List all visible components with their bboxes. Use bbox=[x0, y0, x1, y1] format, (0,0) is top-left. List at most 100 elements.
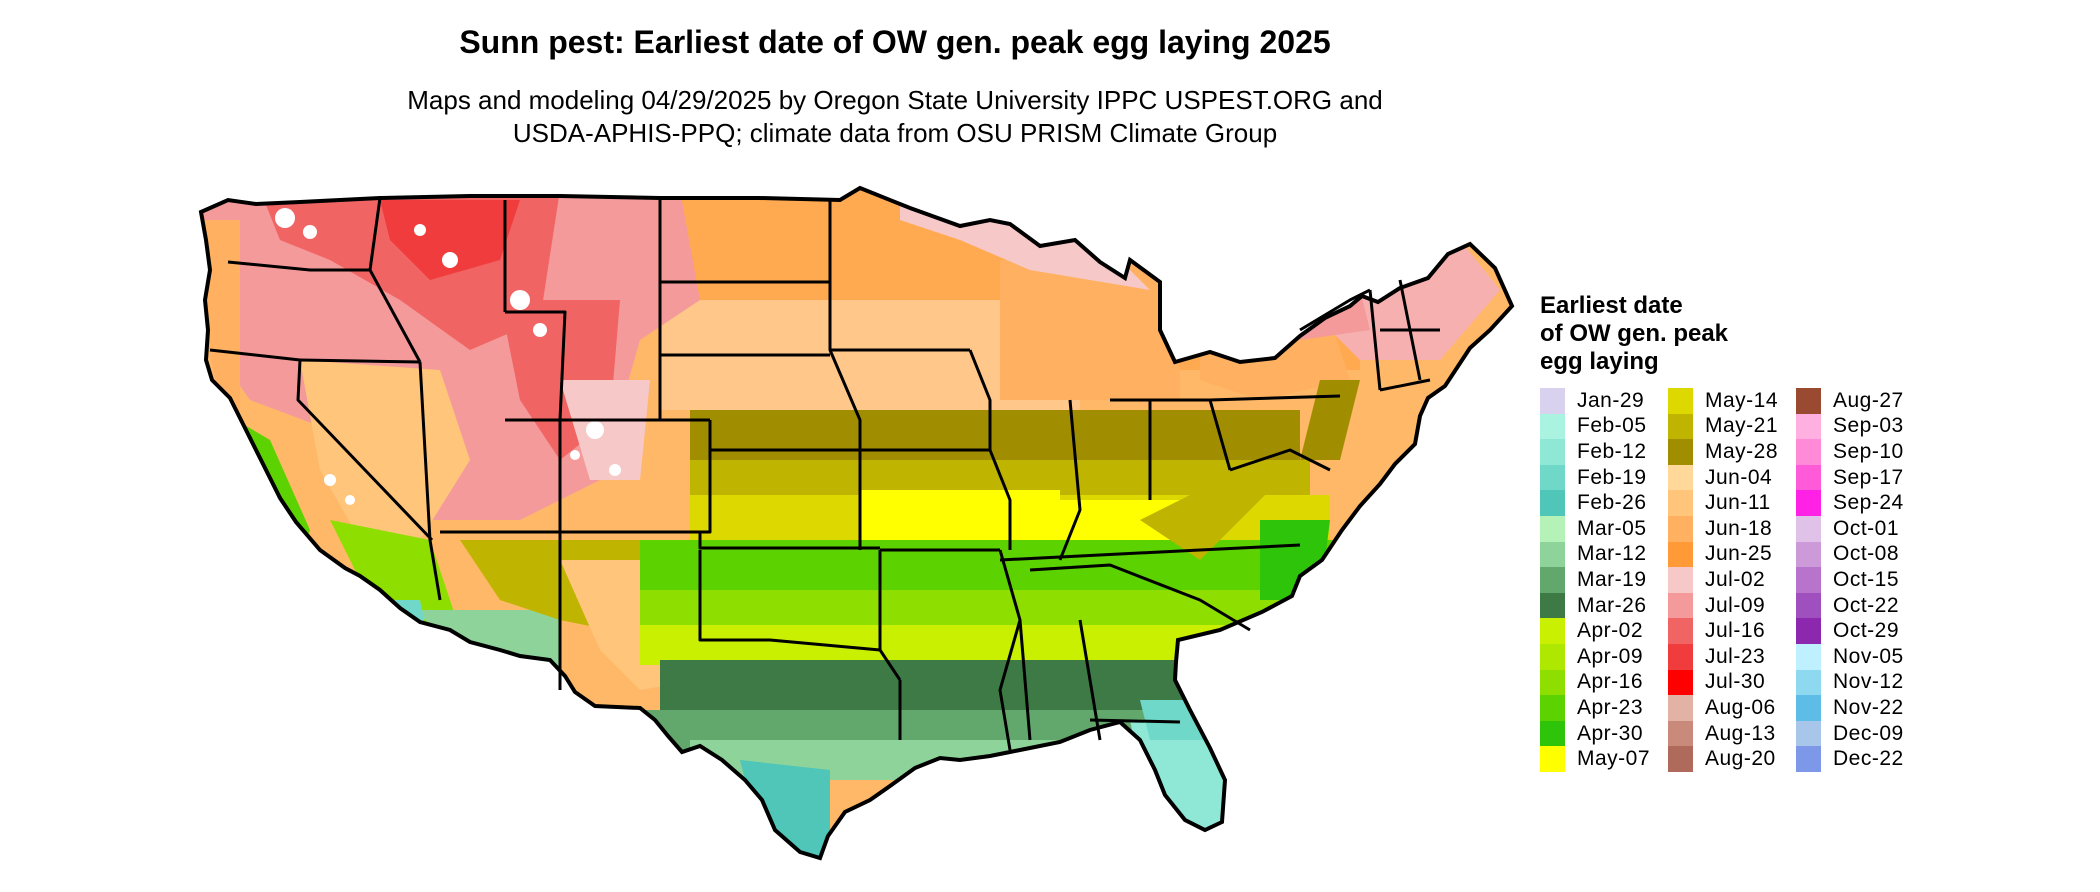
legend-label: Nov-05 bbox=[1833, 644, 1904, 668]
legend-swatch bbox=[1796, 541, 1821, 568]
legend-item: Jun-18 bbox=[1668, 516, 1772, 542]
legend-swatch bbox=[1796, 464, 1821, 491]
legend-swatch bbox=[1668, 746, 1693, 772]
legend-label: Oct-22 bbox=[1833, 593, 1900, 617]
legend-swatch bbox=[1796, 439, 1821, 465]
legend-item: Nov-05 bbox=[1796, 644, 1904, 670]
legend-item: Jul-16 bbox=[1668, 618, 1765, 644]
legend-item: Oct-01 bbox=[1796, 516, 1899, 542]
legend-label: Dec-22 bbox=[1833, 747, 1904, 771]
legend-item: May-14 bbox=[1668, 388, 1778, 414]
legend-label: Nov-12 bbox=[1833, 670, 1904, 694]
legend-label: Jun-18 bbox=[1705, 516, 1773, 540]
legend-swatch bbox=[1668, 516, 1693, 542]
legend-item: Apr-16 bbox=[1540, 669, 1644, 696]
legend-item: Oct-22 bbox=[1796, 592, 1900, 619]
legend-swatch bbox=[1796, 592, 1821, 619]
legend-label: Jan-29 bbox=[1577, 388, 1645, 412]
legend-swatch bbox=[1796, 567, 1821, 593]
legend-item: Oct-08 bbox=[1796, 541, 1900, 568]
legend-item: Feb-19 bbox=[1540, 464, 1647, 491]
legend-swatch bbox=[1796, 618, 1821, 644]
legend-item: Jun-25 bbox=[1668, 541, 1773, 568]
legend-swatch bbox=[1668, 439, 1693, 465]
legend-item: Dec-09 bbox=[1796, 720, 1904, 747]
legend-item: Dec-22 bbox=[1796, 746, 1904, 772]
legend-label: Aug-13 bbox=[1705, 721, 1776, 745]
legend-swatch bbox=[1668, 541, 1693, 568]
legend-item: May-07 bbox=[1540, 746, 1650, 772]
legend-title-line-2: of OW gen. peak bbox=[1540, 320, 1729, 347]
legend-label: Nov-22 bbox=[1833, 695, 1904, 719]
map-fill bbox=[201, 188, 1512, 858]
legend-label: Mar-12 bbox=[1577, 542, 1647, 566]
legend-swatch bbox=[1540, 490, 1565, 516]
legend-item: Apr-09 bbox=[1540, 644, 1643, 670]
legend-label: Oct-29 bbox=[1833, 619, 1900, 643]
legend-item: Jan-29 bbox=[1540, 388, 1644, 414]
legend-item: Feb-26 bbox=[1540, 490, 1647, 516]
legend-label: Sep-10 bbox=[1833, 439, 1904, 463]
legend-swatch bbox=[1540, 439, 1565, 465]
legend-swatch bbox=[1796, 669, 1821, 696]
legend-swatch bbox=[1540, 644, 1565, 670]
legend-item: Mar-26 bbox=[1540, 592, 1647, 619]
legend-item: Mar-19 bbox=[1540, 567, 1647, 593]
legend-item: Sep-24 bbox=[1796, 490, 1904, 516]
legend-swatch bbox=[1668, 720, 1693, 747]
legend-label: Jul-02 bbox=[1705, 567, 1766, 591]
legend-item: Sep-10 bbox=[1796, 439, 1904, 465]
legend-item: May-28 bbox=[1668, 439, 1778, 465]
legend-swatch bbox=[1540, 388, 1565, 414]
legend-item: Feb-05 bbox=[1540, 413, 1647, 440]
legend-swatch bbox=[1796, 490, 1821, 516]
legend-item: Aug-20 bbox=[1668, 746, 1776, 772]
us-map bbox=[190, 180, 1520, 890]
legend-item: Nov-12 bbox=[1796, 669, 1904, 696]
legend-item: May-21 bbox=[1668, 413, 1779, 440]
subtitle-line-1: Maps and modeling 04/29/2025 by Oregon S… bbox=[407, 85, 1383, 115]
legend-swatch bbox=[1668, 618, 1693, 644]
legend-swatch bbox=[1540, 567, 1565, 593]
legend-swatch bbox=[1668, 490, 1693, 516]
legend-label: May-14 bbox=[1705, 388, 1779, 412]
map-subtitle: Maps and modeling 04/29/2025 by Oregon S… bbox=[0, 84, 1790, 150]
legend-label: Oct-08 bbox=[1833, 542, 1900, 566]
legend-label: Aug-27 bbox=[1833, 388, 1904, 412]
legend-item: Jul-09 bbox=[1668, 592, 1765, 619]
legend-item: Jun-04 bbox=[1668, 464, 1773, 491]
legend-label: Oct-15 bbox=[1833, 567, 1900, 591]
map-legend: Earliest date of OW gen. peak egg laying… bbox=[1540, 292, 2080, 792]
legend-swatch bbox=[1668, 388, 1693, 414]
legend-label: Mar-05 bbox=[1577, 516, 1647, 540]
legend-swatch bbox=[1796, 413, 1821, 440]
legend-label: Jun-04 bbox=[1705, 465, 1773, 489]
legend-label: Mar-26 bbox=[1577, 593, 1647, 617]
legend-swatch bbox=[1668, 592, 1693, 619]
legend-label: Apr-16 bbox=[1577, 670, 1644, 694]
legend-swatch bbox=[1796, 746, 1821, 772]
legend-swatch bbox=[1540, 618, 1565, 644]
legend-label: Sep-17 bbox=[1833, 465, 1904, 489]
legend-label: Jul-16 bbox=[1705, 619, 1766, 643]
legend-swatch bbox=[1540, 720, 1565, 747]
legend-title-line-1: Earliest date bbox=[1540, 292, 1683, 319]
legend-item: Feb-12 bbox=[1540, 439, 1647, 465]
legend-swatch bbox=[1540, 592, 1565, 619]
legend-swatch bbox=[1668, 567, 1693, 593]
legend-swatch bbox=[1540, 541, 1565, 568]
legend-title-line-3: egg laying bbox=[1540, 348, 1659, 375]
legend-item: Jul-02 bbox=[1668, 567, 1765, 593]
legend-swatch bbox=[1796, 695, 1821, 721]
legend-label: Jun-25 bbox=[1705, 542, 1773, 566]
legend-label: Apr-02 bbox=[1577, 619, 1644, 643]
legend-grid: Jan-29 Feb-05 Feb-12 Feb-19 Feb-26 Mar-05 Mar-… bbox=[1540, 388, 2080, 778]
us-map-canvas bbox=[199, 186, 1514, 860]
map-title: Sunn pest: Earliest date of OW gen. peak… bbox=[459, 24, 1331, 60]
legend-item: Apr-02 bbox=[1540, 618, 1643, 644]
legend-label: May-21 bbox=[1705, 414, 1779, 438]
legend-label: May-28 bbox=[1705, 439, 1779, 463]
legend-item: Aug-06 bbox=[1668, 695, 1776, 721]
legend-swatch bbox=[1540, 516, 1565, 542]
legend-label: Jul-23 bbox=[1705, 644, 1766, 668]
